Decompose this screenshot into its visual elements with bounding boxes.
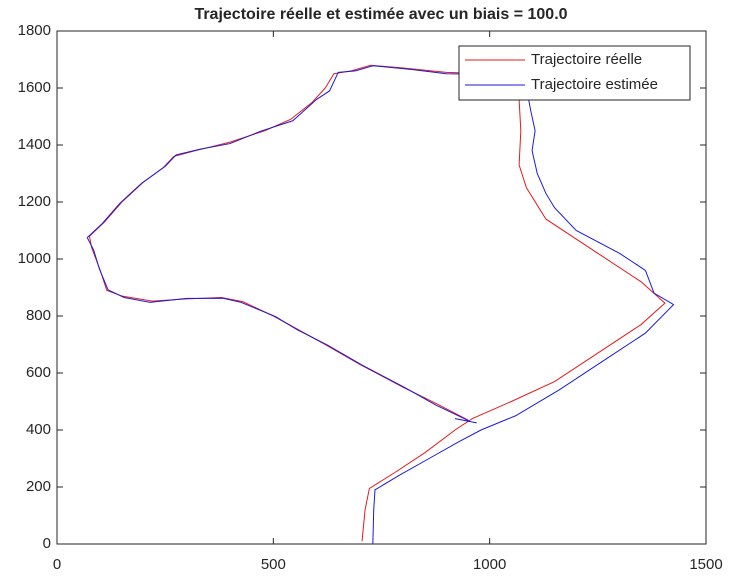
x-tick-label: 1000 [473, 556, 506, 573]
y-tick-label: 600 [26, 364, 51, 381]
chart-title: Trajectoire réelle et estimée avec un bi… [194, 6, 567, 23]
trajectory-line [86, 65, 675, 545]
y-tick-label: 0 [43, 535, 51, 552]
legend-box [458, 45, 691, 101]
y-tick-label: 1800 [18, 22, 51, 39]
legend-label: Trajectoire estimée [531, 76, 658, 93]
y-tick-label: 1000 [18, 250, 51, 267]
trajectory-line [88, 64, 666, 542]
y-tick-label: 800 [26, 307, 51, 324]
x-tick-label: 0 [53, 556, 61, 573]
y-tick-label: 1200 [18, 193, 51, 210]
x-tick-label: 500 [261, 556, 286, 573]
x-tick-label: 1500 [689, 556, 722, 573]
y-tick-label: 200 [26, 478, 51, 495]
y-tick-label: 1600 [18, 79, 51, 96]
plot-frame [56, 30, 707, 545]
y-tick-label: 400 [26, 421, 51, 438]
y-tick-label: 1400 [18, 136, 51, 153]
legend-label: Trajectoire réelle [531, 51, 642, 68]
